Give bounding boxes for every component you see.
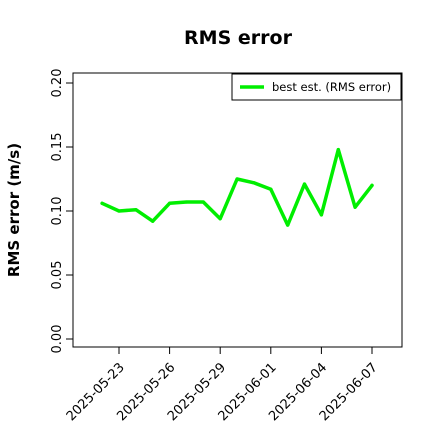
data-point: [269, 187, 273, 191]
data-point: [353, 205, 357, 209]
data-point: [168, 201, 172, 205]
data-point: [252, 181, 256, 185]
y-tick-label: 0.20: [50, 69, 65, 98]
chart-title: RMS error: [184, 27, 293, 49]
data-point: [302, 182, 307, 186]
data-point: [151, 219, 155, 223]
data-point: [336, 147, 340, 152]
series-layer: [100, 147, 374, 227]
y-tick-label: 0.00: [50, 325, 65, 354]
data-point: [117, 209, 121, 213]
series-line: [100, 147, 374, 227]
data-point: [319, 213, 323, 217]
data-point: [218, 217, 222, 221]
data-point: [286, 223, 290, 227]
data-point: [235, 177, 239, 181]
data-point: [134, 208, 138, 212]
legend-entry-label: best est. (RMS error): [272, 80, 391, 94]
x-axis: 2025-05-232025-05-262025-05-292025-06-01…: [64, 346, 381, 424]
y-tick-label: 0.10: [50, 197, 65, 226]
data-point: [370, 183, 374, 187]
y-tick-label: 0.05: [50, 261, 65, 290]
y-axis: 0.00 0.05 0.10 0.15 0.20: [50, 69, 74, 354]
y-tick-label: 0.15: [50, 133, 65, 162]
data-point: [201, 200, 205, 204]
y-axis-label: RMS error (m/s): [5, 143, 23, 277]
legend: best est. (RMS error): [231, 73, 402, 101]
data-point: [100, 201, 104, 205]
data-point: [184, 200, 189, 204]
